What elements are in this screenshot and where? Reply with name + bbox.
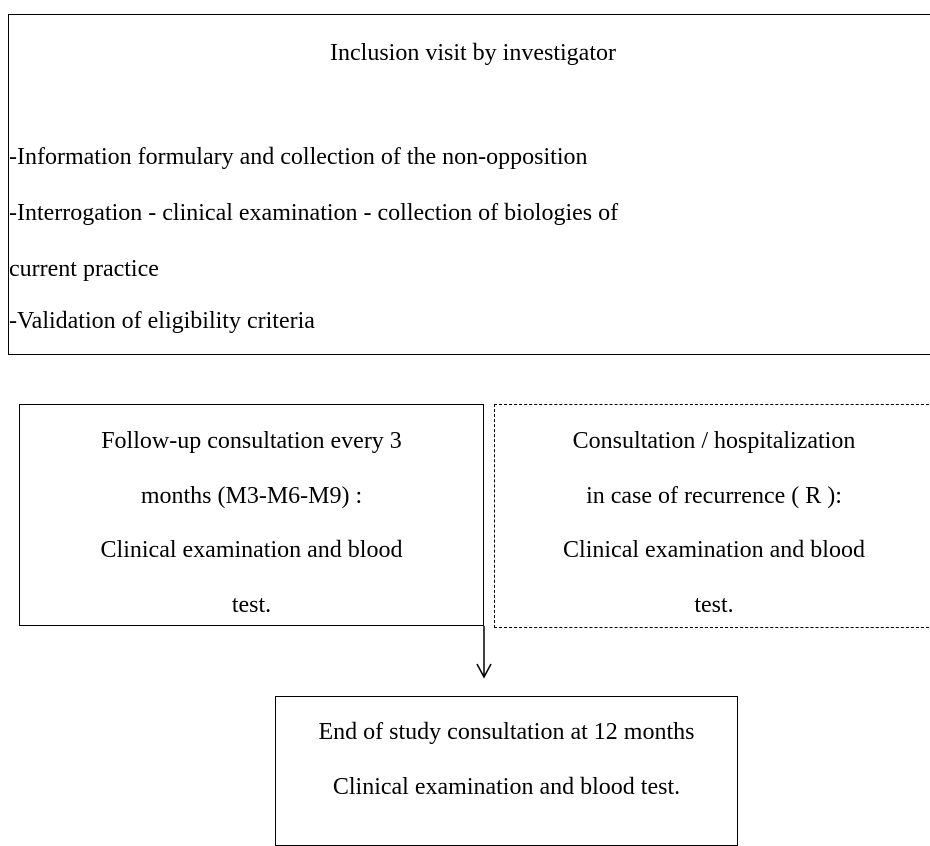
box-line: Follow-up consultation every 3 [101,428,402,454]
box-line: test. [694,592,734,618]
followup-box: Follow-up consultation every 3 months (M… [19,404,484,626]
box-line: months (M3-M6-M9) : [140,483,363,509]
recurrence-box: Consultation / hospitalization in case o… [494,404,930,628]
box-line: -Information formulary and collection of… [9,144,588,170]
inclusion-box: Inclusion visit by investigator -Informa… [8,14,930,355]
box-line: Clinical examination and blood test. [332,774,681,800]
box-title: Inclusion visit by investigator [330,40,616,66]
box-line: test. [231,592,272,618]
box-line: Consultation / hospitalization [572,428,856,454]
arrow-head [476,663,492,679]
box-line: current practice [9,256,159,282]
box-line: End of study consultation at 12 months [318,719,695,745]
box-line: Clinical examination and blood [563,537,865,563]
box-line: Clinical examination and blood [100,537,403,563]
box-line: in case of recurrence ( R ): [586,483,842,509]
end-box: End of study consultation at 12 months C… [275,696,738,846]
box-line: -Validation of eligibility criteria [9,308,315,334]
box-line: -Interrogation - clinical examination - … [9,200,619,226]
